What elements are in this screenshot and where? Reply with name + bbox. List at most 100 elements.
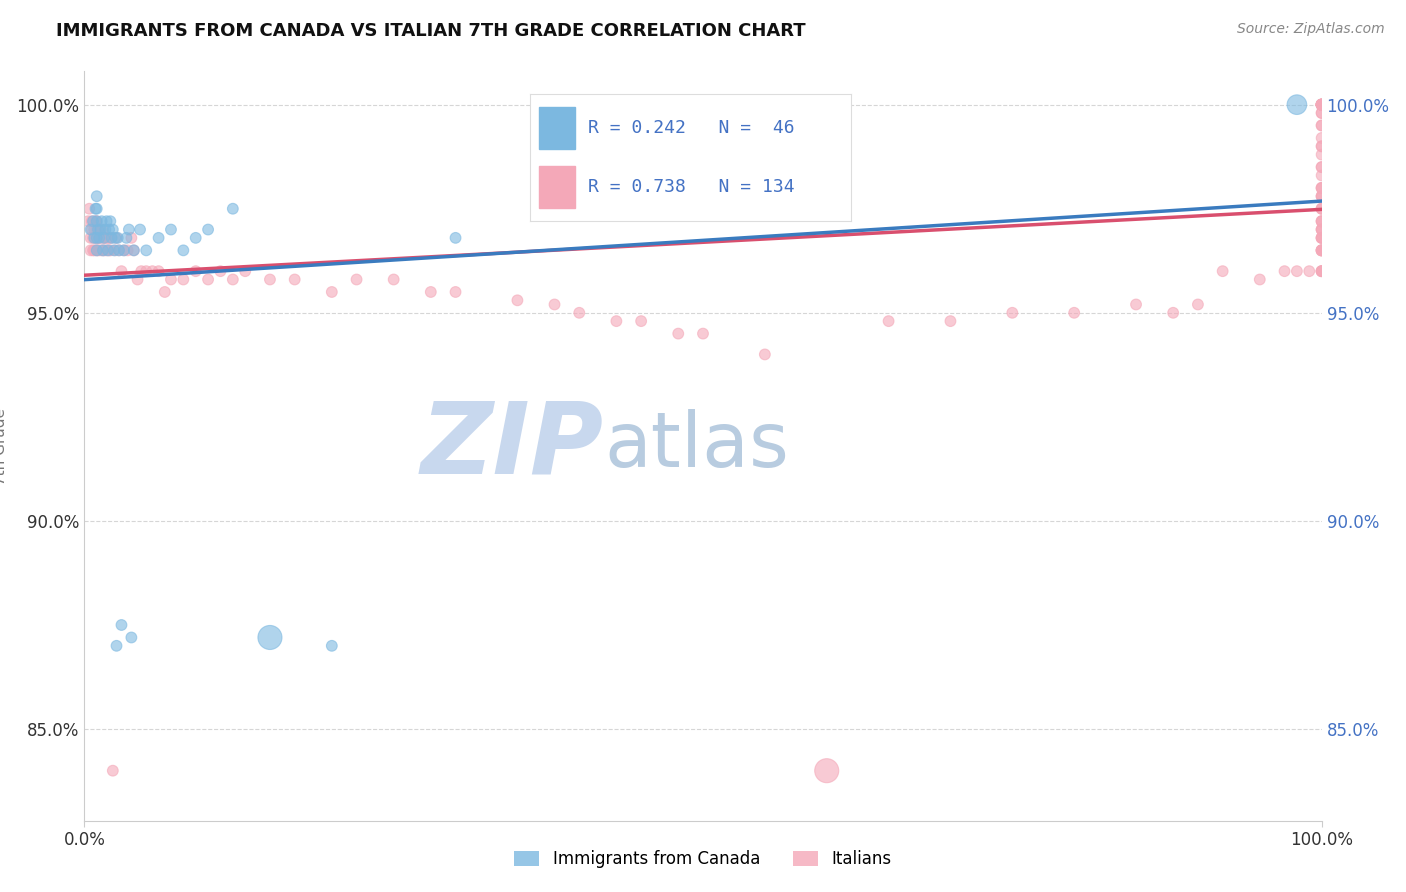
Point [117,244,139,258]
Point [89,231,111,245]
Point [172,272,194,286]
Point [120,231,142,245]
Point [86,244,108,258]
Point [1187,297,1209,311]
Point [83,222,105,236]
Point [1310,97,1333,112]
Point [82,231,104,245]
Point [90,214,112,228]
Point [87,231,110,245]
Point [84,231,107,245]
Point [89,222,111,236]
Point [605,314,627,328]
Point [1310,189,1333,203]
Point [259,272,281,286]
Point [135,264,157,278]
Point [86,189,108,203]
Point [98,214,121,228]
Point [222,202,245,216]
Point [89,222,111,236]
Point [91,244,114,258]
Point [506,293,529,308]
Point [1298,264,1320,278]
Point [1310,189,1333,203]
Point [101,764,124,778]
Point [1310,97,1333,112]
Point [83,244,105,258]
Point [135,244,157,258]
Point [1310,214,1333,228]
Point [1310,214,1333,228]
Point [96,214,118,228]
Point [1310,264,1333,278]
Point [94,231,117,245]
Point [1310,160,1333,174]
Point [129,222,152,236]
Point [86,214,108,228]
Point [97,231,120,245]
Point [1310,97,1333,112]
Point [79,231,101,245]
Point [233,264,256,278]
Point [666,326,689,341]
Point [1310,119,1333,133]
Point [1310,97,1333,112]
Point [89,231,111,245]
Point [86,244,108,258]
Point [79,244,101,258]
Point [82,244,104,258]
Point [96,244,118,258]
Point [1310,264,1333,278]
Point [1310,160,1333,174]
Point [110,264,132,278]
Point [87,222,110,236]
Point [184,264,207,278]
Point [105,231,128,245]
Point [209,264,232,278]
Point [97,244,120,258]
Point [1310,147,1333,161]
Point [77,214,100,228]
Point [122,244,145,258]
Point [1310,139,1333,153]
Point [84,202,107,216]
Legend: Immigrants from Canada, Italians: Immigrants from Canada, Italians [508,844,898,875]
Point [1310,106,1333,120]
Point [1310,222,1333,236]
Point [107,231,129,245]
Point [80,222,103,236]
Point [1310,97,1333,112]
Point [630,314,652,328]
Point [120,631,142,645]
Point [1310,97,1333,112]
Point [1310,264,1333,278]
Point [1310,189,1333,203]
Point [86,202,108,216]
Point [118,222,141,236]
Point [94,222,117,236]
Point [222,272,245,286]
Point [110,618,132,632]
Point [79,222,101,236]
Point [1310,97,1333,112]
Point [1001,306,1024,320]
Point [444,231,467,245]
Point [321,285,343,299]
Point [1310,214,1333,228]
Point [91,244,114,258]
Point [1310,244,1333,258]
Point [1310,231,1333,245]
Point [419,285,441,299]
Point [754,347,776,361]
Point [104,231,127,245]
Point [108,244,131,258]
Point [112,244,135,258]
Point [98,222,121,236]
Point [197,222,219,236]
Point [127,272,149,286]
Point [86,231,108,245]
Point [93,231,115,245]
Point [84,214,107,228]
Point [86,214,108,228]
Point [1310,97,1333,112]
